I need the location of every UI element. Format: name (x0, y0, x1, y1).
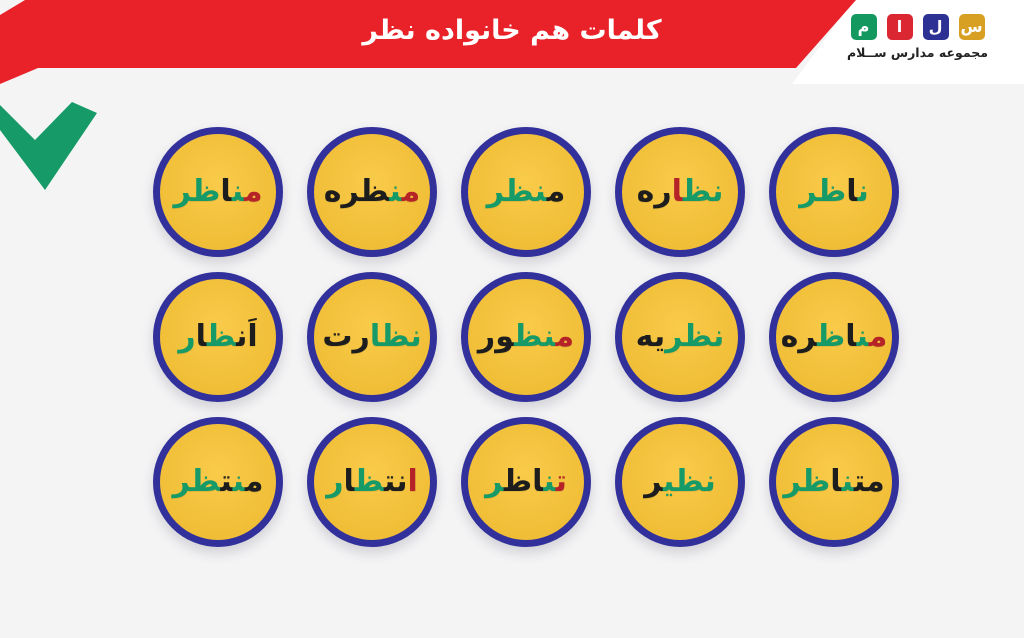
word-circle: نظریه (615, 272, 745, 402)
word-circles-grid: مناظر منظره منظر نظاره ناظر اَنظار نظارت منظور ن… (153, 127, 899, 547)
word-circle: انتظار (307, 417, 437, 547)
circle-row: مناظر منظره منظر نظاره ناظر (153, 127, 899, 257)
word-circle-face: منظر (468, 134, 584, 250)
circle-row: اَنظار نظارت منظور نظریه مناظره (153, 272, 899, 402)
family-word: منظره (323, 174, 421, 209)
family-word: مناظره (780, 319, 888, 354)
word-circle: متناظر (769, 417, 899, 547)
family-word: نظارت (322, 319, 422, 354)
word-circle: منتظر (153, 417, 283, 547)
family-word: منتظر (172, 464, 264, 499)
word-circle-face: مناظر (160, 134, 276, 250)
family-word: ناظر (799, 174, 869, 209)
word-circle-face: منتظر (160, 424, 276, 540)
word-circle: ناظر (769, 127, 899, 257)
family-word: اَنظار (178, 319, 258, 354)
page-title: کلمات هم خانواده نظر (362, 15, 662, 46)
word-circle: تناظر (461, 417, 591, 547)
family-word: نظاره (636, 174, 724, 209)
checkmark-icon (0, 95, 100, 195)
family-word: مناظر (173, 174, 263, 209)
logo-caption: مجموعه مدارس ســلام (847, 45, 988, 60)
word-circle: منظر (461, 127, 591, 257)
word-circle: اَنظار (153, 272, 283, 402)
family-word: نظیر (644, 464, 716, 499)
family-word: انتظار (326, 464, 418, 499)
word-circle: منظره (307, 127, 437, 257)
word-circle: منظور (461, 272, 591, 402)
word-circle-face: تناظر (468, 424, 584, 540)
word-circle: مناظر (153, 127, 283, 257)
family-word: نظریه (635, 319, 725, 354)
word-circle-face: نظریه (622, 279, 738, 395)
word-circle-face: اَنظار (160, 279, 276, 395)
word-circle-face: منظره (314, 134, 430, 250)
word-circle: مناظره (769, 272, 899, 402)
family-word: منظر (486, 174, 566, 209)
circle-row: منتظر انتظار تناظر نظیر متناظر (153, 417, 899, 547)
word-circle-face: نظارت (314, 279, 430, 395)
word-circle-face: نظیر (622, 424, 738, 540)
word-circle-face: نظاره (622, 134, 738, 250)
word-circle-face: مناظره (776, 279, 892, 395)
logo-square-م: م (850, 14, 877, 40)
word-circle: نظارت (307, 272, 437, 402)
word-circle-face: متناظر (776, 424, 892, 540)
word-circle: نظیر (615, 417, 745, 547)
word-circle: نظاره (615, 127, 745, 257)
family-word: منظور (477, 319, 575, 354)
logo-square-س: س (958, 14, 985, 40)
word-circle-face: انتظار (314, 424, 430, 540)
logo-square-ل: ل (922, 14, 949, 40)
word-circle-face: منظور (468, 279, 584, 395)
logo-square-ا: ا (886, 14, 913, 40)
family-word: متناظر (783, 464, 885, 499)
word-circle-face: ناظر (776, 134, 892, 250)
family-word: تناظر (485, 464, 567, 499)
